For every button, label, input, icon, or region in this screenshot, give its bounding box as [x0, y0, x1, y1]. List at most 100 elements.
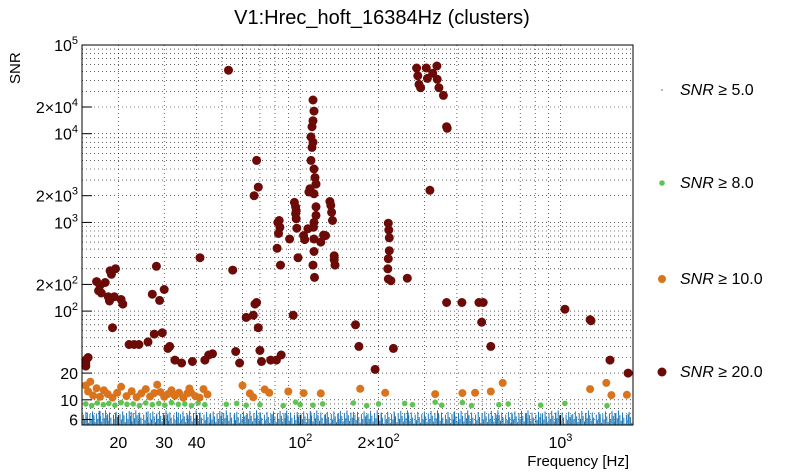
x-tick-label: 102 — [288, 432, 312, 452]
point-series-1 — [162, 402, 168, 409]
point-series-3 — [249, 191, 259, 201]
point-series-2 — [117, 382, 126, 391]
point-series-1 — [375, 401, 382, 407]
point-series-2 — [92, 384, 101, 393]
point-series-2 — [431, 390, 440, 399]
legend: SNR ≥ 5.0 SNR ≥ 8.0 SNR ≥ 10.0 SNR ≥ 20.0 — [657, 82, 763, 381]
point-series-1 — [182, 401, 188, 407]
point-series-1 — [604, 402, 610, 409]
point-series-3 — [134, 340, 144, 349]
point-series-3 — [384, 225, 394, 235]
point-series-2 — [127, 387, 136, 396]
legend-marker — [659, 180, 665, 186]
point-series-3 — [478, 298, 488, 307]
point-series-3 — [195, 253, 205, 263]
point-series-2 — [299, 389, 308, 398]
point-series-3 — [388, 343, 398, 353]
point-series-3 — [306, 155, 316, 165]
point-series-3 — [255, 346, 265, 355]
point-series-3 — [276, 260, 285, 270]
point-series-1 — [468, 402, 475, 409]
grid — [82, 45, 633, 425]
point-series-1 — [439, 402, 445, 409]
point-series-3 — [412, 63, 422, 73]
point-series-1 — [143, 400, 149, 406]
point-series-3 — [159, 285, 169, 294]
y-tick-label: 104 — [54, 124, 78, 144]
point-series-3 — [165, 341, 175, 351]
point-series-3 — [81, 361, 91, 371]
point-series-3 — [384, 246, 394, 256]
point-series-1 — [100, 401, 107, 408]
point-series-3 — [586, 316, 596, 326]
point-series-1 — [106, 400, 112, 407]
point-series-2 — [381, 388, 390, 397]
point-series-1 — [280, 402, 287, 409]
x-tick-label: 103 — [548, 432, 572, 452]
point-series-1 — [188, 402, 195, 409]
point-series-3 — [432, 61, 442, 71]
point-series-3 — [272, 243, 282, 253]
point-series-2 — [486, 387, 495, 396]
point-series-1 — [202, 401, 208, 408]
point-series-1 — [292, 399, 299, 406]
y-tick-label: 103 — [54, 212, 78, 232]
chart-title: V1:Hrec_hoft_16384Hz (clusters) — [234, 7, 530, 29]
point-series-3 — [370, 364, 380, 374]
point-series-3 — [208, 349, 217, 359]
point-series-3 — [248, 310, 258, 320]
point-series-3 — [413, 71, 423, 81]
point-series-3 — [442, 123, 452, 133]
point-series-1 — [562, 400, 568, 407]
legend-marker — [661, 89, 663, 91]
point-series-2 — [622, 390, 631, 399]
point-series-3 — [177, 358, 187, 368]
point-series-1 — [297, 401, 304, 408]
point-series-2 — [113, 388, 122, 397]
point-series-3 — [328, 216, 337, 225]
point-series-3 — [276, 350, 286, 360]
point-series-3 — [143, 337, 153, 347]
point-series-3 — [252, 298, 262, 307]
point-series-3 — [155, 295, 165, 305]
point-series-1 — [363, 402, 370, 409]
point-series-1 — [243, 402, 249, 409]
point-series-1 — [175, 401, 182, 408]
point-series-1 — [233, 400, 240, 407]
point-series-3 — [310, 272, 319, 282]
point-series-3 — [311, 202, 321, 212]
point-series-3 — [383, 264, 393, 274]
point-series-2 — [153, 380, 162, 389]
legend-label: SNR ≥ 20.0 — [680, 364, 763, 381]
point-series-3 — [157, 328, 167, 338]
point-series-3 — [111, 264, 120, 274]
point-series-3 — [118, 299, 128, 309]
point-series-1 — [538, 402, 544, 409]
point-series-3 — [108, 323, 117, 333]
point-series-3 — [147, 289, 157, 299]
point-series-2 — [86, 377, 95, 386]
point-series-3 — [224, 65, 233, 75]
point-series-3 — [293, 253, 303, 263]
point-series-1 — [496, 401, 502, 408]
x-tick-label: 20 — [109, 435, 127, 452]
point-series-2 — [602, 378, 611, 387]
point-series-2 — [89, 391, 98, 400]
point-series-3 — [285, 234, 295, 244]
y-tick-label: 102 — [54, 301, 78, 321]
point-series-3 — [384, 233, 394, 243]
x-axis-label: Frequency [Hz] — [527, 453, 629, 470]
legend-label: SNR ≥ 8.0 — [680, 175, 754, 192]
point-series-3 — [292, 223, 302, 233]
point-series-1 — [432, 399, 439, 406]
point-series-3 — [309, 189, 319, 199]
point-series-2 — [195, 393, 204, 402]
y-tick-label: 2×102 — [36, 274, 78, 294]
point-series-3 — [316, 237, 326, 247]
y-tick-label: 20 — [60, 366, 78, 383]
point-series-2 — [265, 388, 274, 397]
point-series-3 — [477, 317, 487, 327]
point-series-2 — [471, 388, 480, 397]
point-series-3 — [241, 312, 251, 322]
